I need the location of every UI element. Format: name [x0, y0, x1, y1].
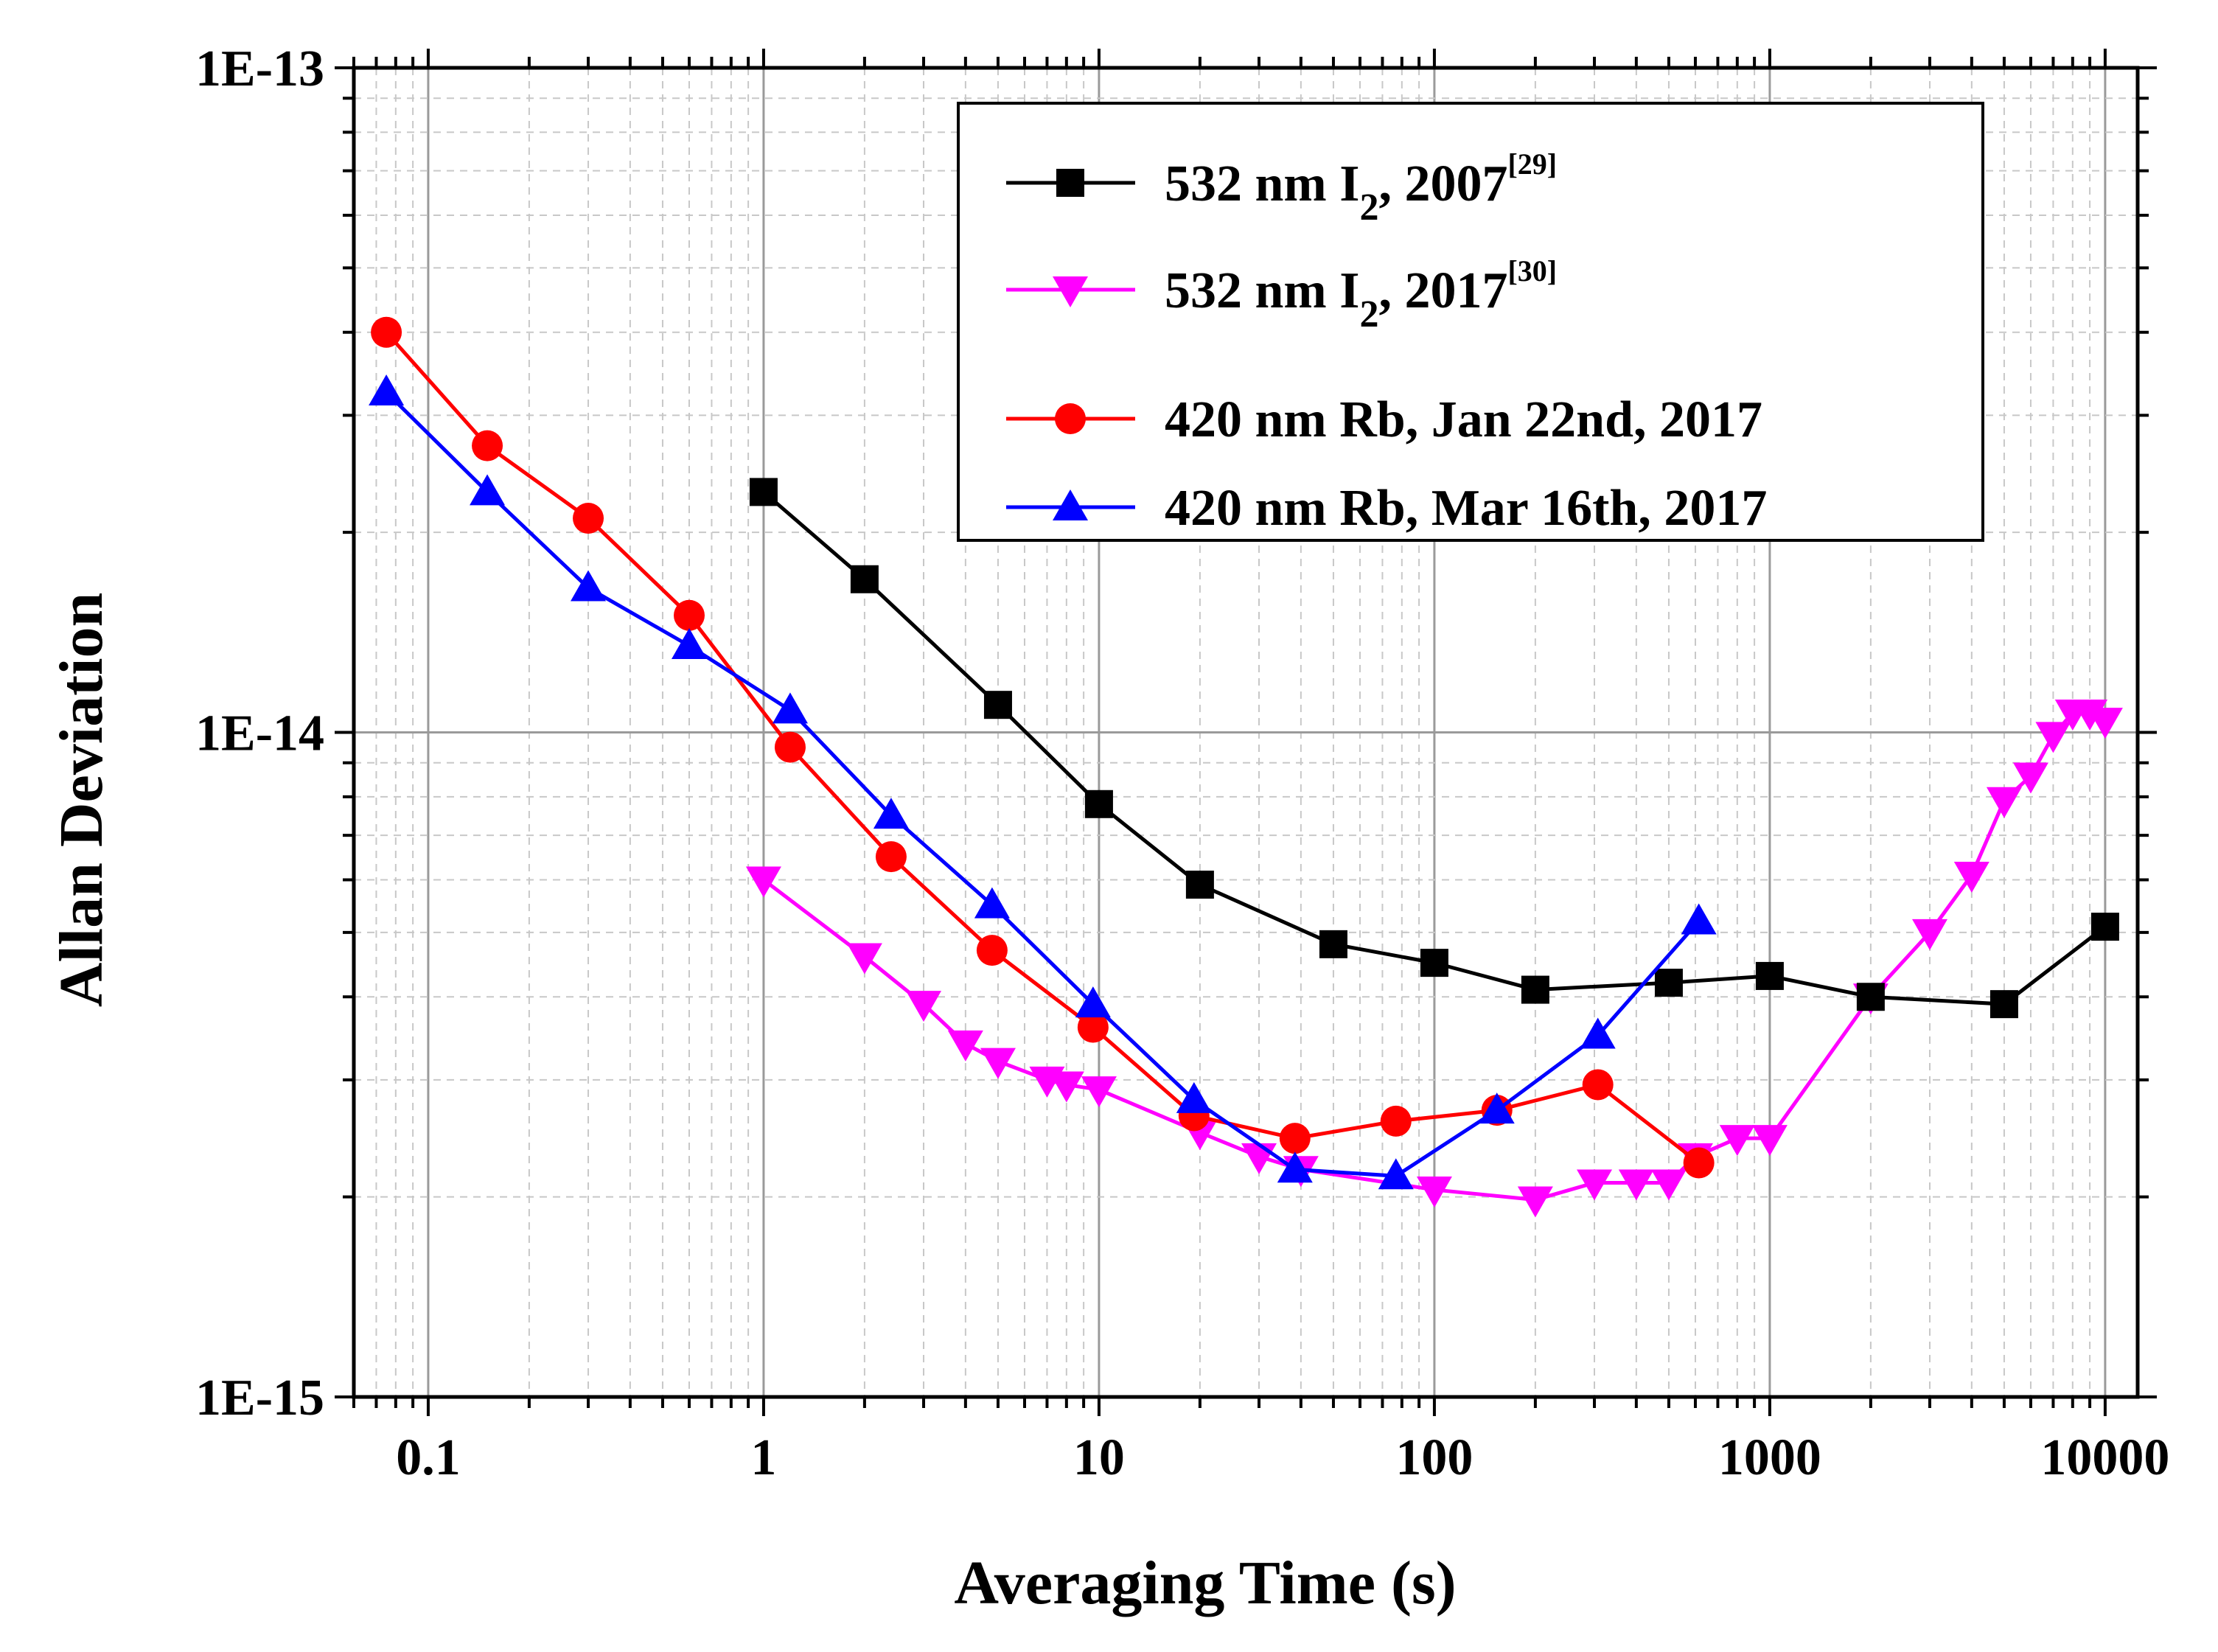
data-point — [2035, 722, 2071, 753]
data-point — [875, 841, 907, 873]
data-point — [1416, 1176, 1452, 1207]
y-tick-label: 1E-14 — [195, 705, 324, 762]
x-tick-label: 10000 — [2040, 1429, 2169, 1486]
data-point — [1048, 1071, 1084, 1103]
x-tick-label: 100 — [1395, 1429, 1473, 1486]
data-point — [1521, 975, 1549, 1004]
x-tick-label: 1000 — [1718, 1429, 1821, 1486]
legend-box — [957, 102, 1984, 542]
data-point — [2087, 708, 2123, 739]
legend-label: 532 nm I2, 2017[30] — [1165, 254, 1557, 335]
x-tick-labels: 0.1 1 10 100 1000 10000 — [396, 1429, 2169, 1486]
data-point — [745, 866, 781, 898]
data-point — [1654, 969, 1683, 997]
axis-ticks — [335, 49, 2157, 1416]
data-point — [1081, 1076, 1117, 1108]
data-point — [1650, 1169, 1687, 1201]
data-point — [1075, 986, 1111, 1018]
series-2 — [745, 700, 2123, 1218]
legend-marker — [1053, 276, 1088, 307]
series-line — [385, 391, 1701, 1178]
x-tick-label: 0.1 — [396, 1429, 461, 1486]
legend: 532 nm I2, 2007[29] 532 nm I2, 2017[30] 42… — [957, 102, 1984, 542]
data-point — [673, 599, 705, 631]
legend-entry-1: 532 nm I2, 2007[29] — [1006, 147, 1557, 229]
data-point — [1953, 862, 1989, 893]
data-point — [1077, 1011, 1109, 1043]
series-line — [385, 331, 1701, 1165]
data-point — [472, 430, 503, 461]
y-tick-label: 1E-15 — [195, 1370, 324, 1426]
data-point — [1084, 790, 1113, 818]
data-point — [1618, 1169, 1654, 1201]
data-point — [976, 935, 1008, 966]
data-point — [906, 991, 942, 1022]
data-point — [571, 570, 607, 602]
data-point — [749, 478, 778, 506]
data-point — [1683, 1147, 1715, 1179]
data-point — [1719, 1125, 1755, 1157]
y-tick-label: 1E-13 — [195, 41, 324, 97]
data-point — [1580, 1017, 1616, 1049]
data-point — [1277, 1151, 1313, 1183]
legend-entry-4: 420 nm Rb, Mar 16th, 2017 — [1006, 480, 1767, 537]
data-point — [470, 474, 506, 506]
data-point — [983, 691, 1012, 719]
legend-marker — [1055, 403, 1086, 434]
data-point — [1681, 903, 1717, 935]
data-point — [947, 1030, 983, 1062]
data-point — [850, 565, 879, 593]
x-tick-label: 1 — [750, 1429, 776, 1486]
data-point — [1912, 919, 1948, 950]
y-axis-title: Allan Deviation — [47, 593, 116, 1007]
data-point — [1856, 983, 1885, 1011]
data-point — [772, 692, 808, 724]
legend-label: 420 nm Rb, Mar 16th, 2017 — [1165, 480, 1767, 537]
data-point — [846, 943, 882, 975]
legend-label: 420 nm Rb, Jan 22nd, 2017 — [1165, 391, 1762, 448]
data-point — [1479, 1092, 1515, 1124]
data-point — [1380, 1105, 1412, 1137]
data-point — [371, 316, 402, 348]
data-point — [1986, 787, 2022, 818]
series-4 — [369, 374, 1717, 1190]
data-series — [369, 316, 2123, 1218]
data-point — [1319, 930, 1347, 958]
legend-entry-3: 420 nm Rb, Jan 22nd, 2017 — [1006, 391, 1762, 448]
data-point — [1378, 1158, 1414, 1190]
data-point — [2072, 700, 2108, 731]
y-tick-labels: 1E-15 1E-14 1E-13 — [195, 41, 324, 1426]
x-axis-title: Averaging Time (s) — [954, 1549, 1456, 1617]
series-1 — [749, 478, 2119, 1019]
data-point — [974, 887, 1010, 919]
legend-entry-2: 532 nm I2, 2017[30] — [1006, 254, 1557, 335]
x-tick-label: 10 — [1073, 1429, 1125, 1486]
data-point — [1176, 1081, 1212, 1113]
data-point — [1751, 1125, 1788, 1157]
data-point — [369, 374, 405, 406]
data-point — [1582, 1069, 1614, 1101]
data-point — [1755, 961, 1784, 990]
data-point — [1577, 1169, 1613, 1201]
data-point — [671, 628, 707, 660]
data-point — [1185, 871, 1214, 899]
data-point — [2012, 762, 2048, 794]
data-point — [1420, 949, 1448, 977]
data-point — [873, 798, 909, 829]
legend-marker — [1053, 489, 1088, 520]
legend-label: 532 nm I2, 2007[29] — [1165, 147, 1557, 229]
data-point — [980, 1048, 1016, 1079]
legend-marker — [1056, 169, 1084, 197]
data-point — [1517, 1186, 1553, 1218]
data-point — [774, 731, 806, 763]
data-point — [2090, 913, 2119, 941]
data-point — [1279, 1123, 1311, 1154]
data-point — [573, 503, 604, 534]
data-point — [1989, 990, 2018, 1019]
